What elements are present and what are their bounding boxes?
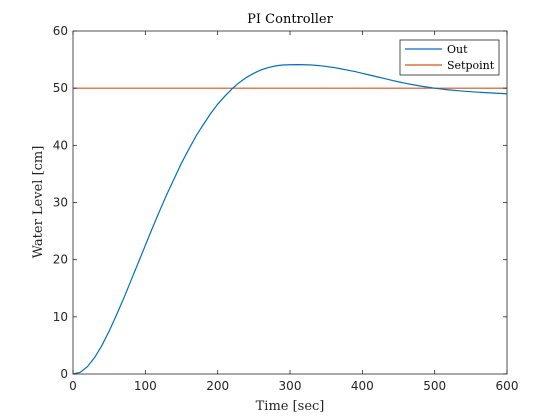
x-tick-label: 200 xyxy=(206,379,229,393)
chart-title: PI Controller xyxy=(247,12,333,27)
plot-background xyxy=(73,31,507,374)
y-tick-label: 30 xyxy=(53,196,68,210)
y-tick-label: 20 xyxy=(53,253,68,267)
y-tick-label: 50 xyxy=(53,81,68,95)
legend-label-out: Out xyxy=(447,43,468,56)
y-tick-label: 0 xyxy=(60,367,68,381)
series-layer xyxy=(72,64,508,375)
y-tick-label: 40 xyxy=(53,138,68,152)
x-tick-label: 100 xyxy=(134,379,157,393)
x-tick-label: 500 xyxy=(423,379,446,393)
legend-box xyxy=(399,39,500,76)
x-tick-label: 300 xyxy=(279,379,302,393)
x-axis-label: Time [sec] xyxy=(256,399,325,414)
x-tick-label: 600 xyxy=(496,379,519,393)
x-tick-label: 400 xyxy=(351,379,374,393)
legend: Out Setpoint xyxy=(399,39,500,76)
y-axis-label: Water Level [cm] xyxy=(31,146,46,259)
legend-label-setpoint: Setpoint xyxy=(447,59,495,72)
tick-layer: 0 100 200 300 400 500 600 0 10 20 30 40 50 60 xyxy=(53,24,519,393)
y-tick-label: 60 xyxy=(53,24,68,38)
x-tick-label: 0 xyxy=(69,379,77,393)
y-tick-label: 10 xyxy=(53,310,68,324)
series-line-out xyxy=(72,64,508,375)
